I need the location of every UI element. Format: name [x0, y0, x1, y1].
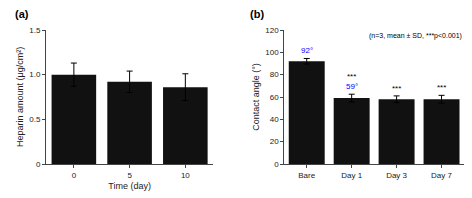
svg-text:Contact angle (°): Contact angle (°) — [251, 63, 261, 131]
svg-text:59°: 59° — [346, 82, 358, 91]
svg-text:***: *** — [347, 72, 356, 81]
svg-text:Day 1: Day 1 — [341, 171, 362, 180]
svg-text:5: 5 — [127, 171, 132, 180]
svg-text:1.5: 1.5 — [29, 26, 41, 35]
svg-text:100: 100 — [265, 48, 279, 57]
svg-text:92°: 92° — [301, 46, 313, 55]
svg-text:10: 10 — [181, 171, 190, 180]
svg-text:***: *** — [392, 84, 401, 93]
svg-text:***: *** — [437, 83, 446, 92]
svg-text:60: 60 — [270, 93, 279, 102]
svg-text:0: 0 — [72, 171, 77, 180]
svg-text:Time (day): Time (day) — [108, 181, 151, 191]
svg-text:0: 0 — [274, 160, 279, 169]
svg-text:120: 120 — [265, 26, 279, 35]
svg-text:40: 40 — [270, 115, 279, 124]
svg-text:1.0: 1.0 — [29, 70, 41, 79]
svg-text:0: 0 — [36, 160, 41, 169]
svg-text:0.5: 0.5 — [29, 115, 41, 124]
svg-text:20: 20 — [270, 137, 279, 146]
svg-text:80: 80 — [270, 70, 279, 79]
svg-text:(a): (a) — [15, 8, 29, 20]
svg-text:Day 3: Day 3 — [386, 171, 407, 180]
svg-text:(n=3, mean ± SD, ***p<0.001): (n=3, mean ± SD, ***p<0.001) — [369, 32, 462, 40]
svg-text:Day 7: Day 7 — [431, 171, 452, 180]
svg-text:Heparin amount (μg/cm²): Heparin amount (μg/cm²) — [15, 47, 25, 147]
svg-text:Bare: Bare — [298, 171, 315, 180]
svg-text:(b): (b) — [250, 8, 264, 20]
